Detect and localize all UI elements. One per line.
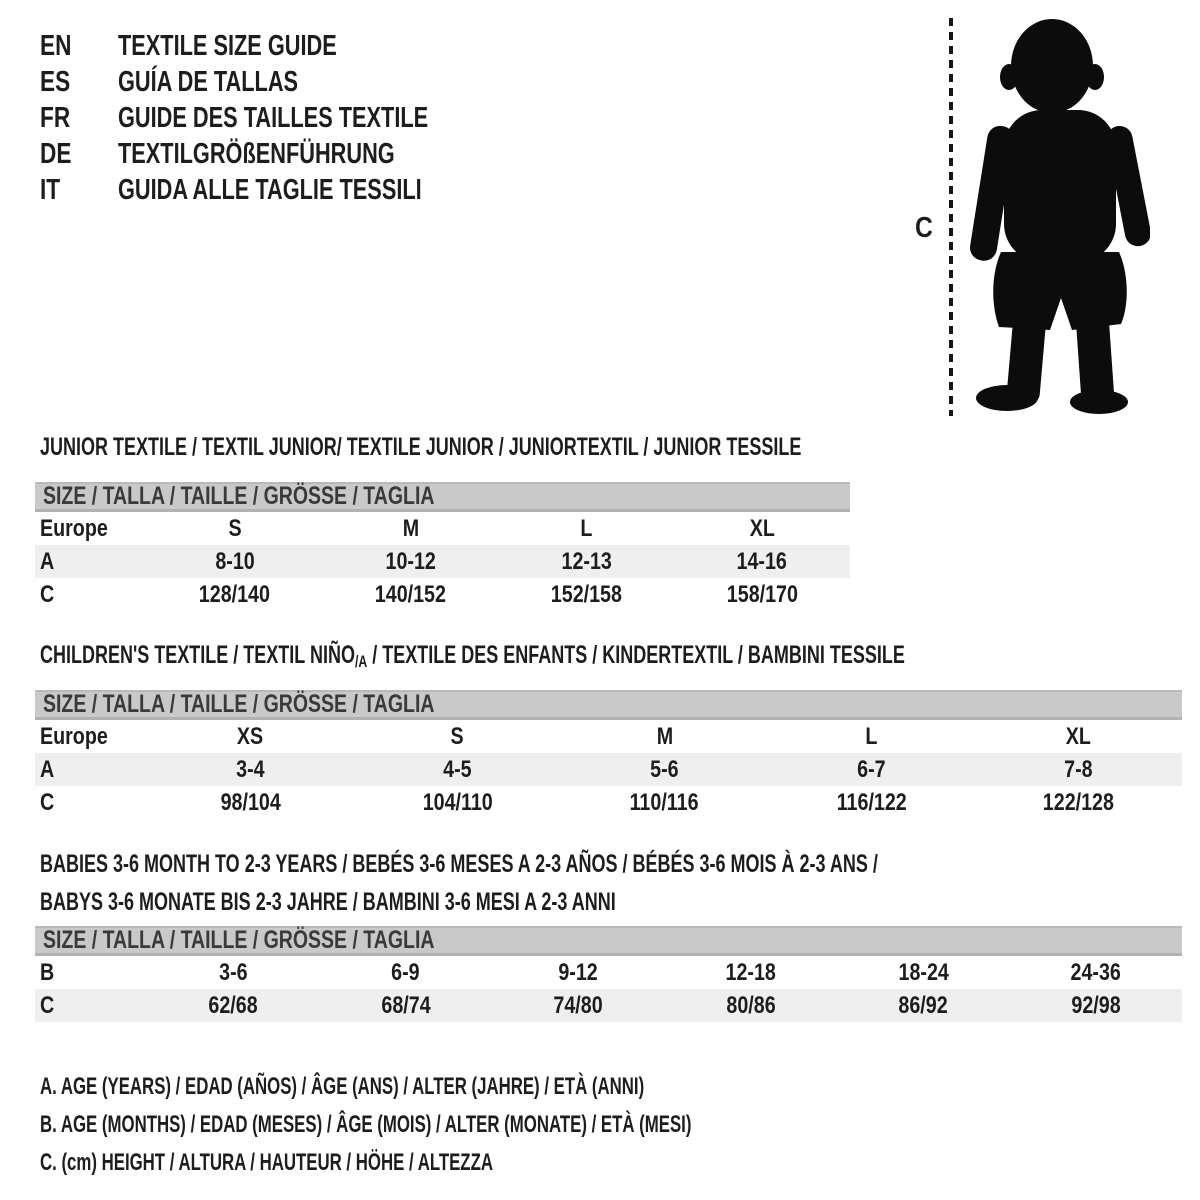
height-measure-figure [949,18,1150,416]
row-label: C [40,580,55,608]
value-cell: 152/158 [550,580,622,608]
value-cell: 6-7 [857,755,886,783]
size-cell: S [450,722,465,750]
footnote-c: C. (cm) HEIGHT / ALTURA / HAUTEUR / HÖHE… [40,1149,493,1176]
language-row: IT GUIDA ALLE TAGLIE TESSILI [40,172,532,208]
row-label: B [40,958,55,986]
language-row: FR GUIDE DES TAILLES TEXTILE [40,100,532,136]
footnote-legend: A. AGE (YEARS) / EDAD (AÑOS) / ÂGE (ANS)… [40,1068,971,1182]
region-label: Europe [40,722,108,750]
value-cell: 6-9 [391,958,420,986]
value-cell: 8-10 [215,547,255,575]
value-cell: 158/170 [726,580,798,608]
children-section-title: CHILDREN'S TEXTILE / TEXTIL NIÑO/A / TEX… [40,641,905,672]
junior-sizes-row: Europe S M L XL [35,512,850,545]
size-header-band: SIZE / TALLA / TAILLE / GRÖSSE / TAGLIA [35,690,1182,720]
footnote-a: A. AGE (YEARS) / EDAD (AÑOS) / ÂGE (ANS)… [40,1073,645,1100]
language-title: GUÍA DE TALLAS [118,65,299,98]
value-cell: 12-18 [725,958,776,986]
language-code: DE [40,137,72,170]
junior-size-table: SIZE / TALLA / TAILLE / GRÖSSE / TAGLIA … [35,482,850,611]
junior-age-row: A 8-10 10-12 12-13 14-16 [35,545,850,578]
children-height-row: C 98/104 104/110 110/116 116/122 122/128 [35,786,1182,819]
language-code: IT [40,173,61,206]
language-title: TEXTILE SIZE GUIDE [118,29,337,62]
size-cell: M [656,722,673,750]
babies-section-title-line2: BABYS 3-6 MONATE BIS 2-3 JAHRE / BAMBINI… [40,888,616,916]
language-title: GUIDA ALLE TAGLIE TESSILI [118,173,422,206]
language-code: ES [40,65,71,98]
value-cell: 18-24 [898,958,949,986]
value-cell: 10-12 [385,547,436,575]
value-cell: 128/140 [199,580,271,608]
row-label: A [40,755,55,783]
value-cell: 14-16 [736,547,788,575]
language-row: EN TEXTILE SIZE GUIDE [40,28,532,64]
value-cell: 7-8 [1064,755,1093,783]
value-cell: 80/86 [726,991,776,1019]
babies-months-row: B 3-6 6-9 9-12 12-18 18-24 24-36 [35,956,1182,989]
language-title: GUIDE DES TAILLES TEXTILE [118,101,429,134]
size-cell: XL [749,514,775,542]
language-row: ES GUÍA DE TALLAS [40,64,532,100]
size-cell: L [865,722,878,750]
babies-size-table: SIZE / TALLA / TAILLE / GRÖSSE / TAGLIA … [35,926,1182,1022]
nino-a-subscript: /A [354,652,368,671]
value-cell: 4-5 [443,755,472,783]
region-label: Europe [40,514,108,542]
value-cell: 92/98 [1071,991,1121,1019]
value-cell: 12-13 [561,547,612,575]
value-cell: 62/68 [208,991,258,1019]
size-cell: S [228,514,242,542]
language-title-list: EN TEXTILE SIZE GUIDE ES GUÍA DE TALLAS … [40,28,532,208]
value-cell: 98/104 [220,788,281,816]
toddler-silhouette-icon [970,19,1150,414]
value-cell: 104/110 [422,788,493,816]
value-cell: 24-36 [1070,958,1121,986]
language-row: DE TEXTILGRÖßENFÜHRUNG [40,136,532,172]
row-label: C [40,991,55,1019]
value-cell: 116/122 [836,788,907,816]
value-cell: 86/92 [898,991,948,1019]
size-cell: M [402,514,419,542]
size-cell: L [580,514,593,542]
footnote-b: B. AGE (MONTHS) / EDAD (MESES) / ÂGE (MO… [40,1111,692,1138]
value-cell: 110/116 [630,788,699,816]
children-size-table: SIZE / TALLA / TAILLE / GRÖSSE / TAGLIA … [35,690,1182,819]
row-label: A [40,547,55,575]
junior-section-title: JUNIOR TEXTILE / TEXTIL JUNIOR/ TEXTILE … [40,433,802,461]
babies-height-row: C 62/68 68/74 74/80 80/86 86/92 92/98 [35,989,1182,1022]
size-header-band: SIZE / TALLA / TAILLE / GRÖSSE / TAGLIA [35,926,1182,956]
language-code: FR [40,101,71,134]
size-header-band: SIZE / TALLA / TAILLE / GRÖSSE / TAGLIA [35,482,850,512]
size-cell: XL [1065,722,1092,750]
value-cell: 140/152 [375,580,447,608]
value-cell: 3-6 [219,958,248,986]
language-code: EN [40,29,72,62]
children-sizes-row: Europe XS S M L XL [35,720,1182,753]
value-cell: 9-12 [558,958,598,986]
value-cell: 68/74 [381,991,431,1019]
measure-label-c: C [915,212,933,244]
babies-section-title-line1: BABIES 3-6 MONTH TO 2-3 YEARS / BEBÉS 3-… [40,850,878,878]
value-cell: 74/80 [553,991,603,1019]
value-cell: 5-6 [650,755,679,783]
value-cell: 122/128 [1042,788,1115,816]
children-age-row: A 3-4 4-5 5-6 6-7 7-8 [35,753,1182,786]
language-title: TEXTILGRÖßENFÜHRUNG [118,137,395,170]
row-label: C [40,788,55,816]
value-cell: 3-4 [236,755,265,783]
size-cell: XS [237,722,264,750]
junior-height-row: C 128/140 140/152 152/158 158/170 [35,578,850,611]
